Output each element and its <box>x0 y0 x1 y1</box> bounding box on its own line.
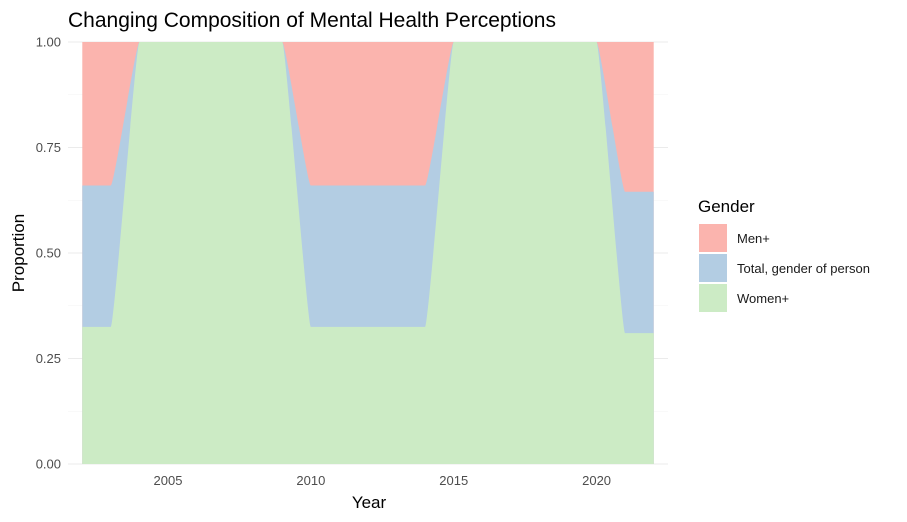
areas <box>82 42 654 464</box>
legend-label: Women+ <box>737 291 789 306</box>
legend-label: Men+ <box>737 231 770 246</box>
x-tick-label: 2020 <box>582 473 611 488</box>
legend-swatch <box>699 224 727 252</box>
x-tick-label: 2005 <box>154 473 183 488</box>
area-women <box>82 42 654 464</box>
y-tick-label: 0.75 <box>36 140 61 155</box>
y-tick-label: 0.25 <box>36 351 61 366</box>
y-tick-label: 0.00 <box>36 457 61 472</box>
y-tick-label: 1.00 <box>36 35 61 50</box>
legend-swatch <box>699 254 727 282</box>
chart-title: Changing Composition of Mental Health Pe… <box>68 9 556 32</box>
y-tick-label: 0.50 <box>36 246 61 261</box>
x-tick-label: 2015 <box>439 473 468 488</box>
y-axis: 0.00 0.25 0.50 0.75 1.00 <box>36 35 61 472</box>
x-tick-label: 2010 <box>296 473 325 488</box>
x-axis-title: Year <box>352 493 387 512</box>
legend-title: Gender <box>698 197 755 216</box>
legend-label: Total, gender of person <box>737 261 870 276</box>
x-axis: 2005 2010 2015 2020 <box>154 473 611 488</box>
legend-swatch <box>699 284 727 312</box>
legend: Gender Men+ Total, gender of person Women+ <box>698 197 870 312</box>
y-axis-title: Proportion <box>9 214 28 292</box>
